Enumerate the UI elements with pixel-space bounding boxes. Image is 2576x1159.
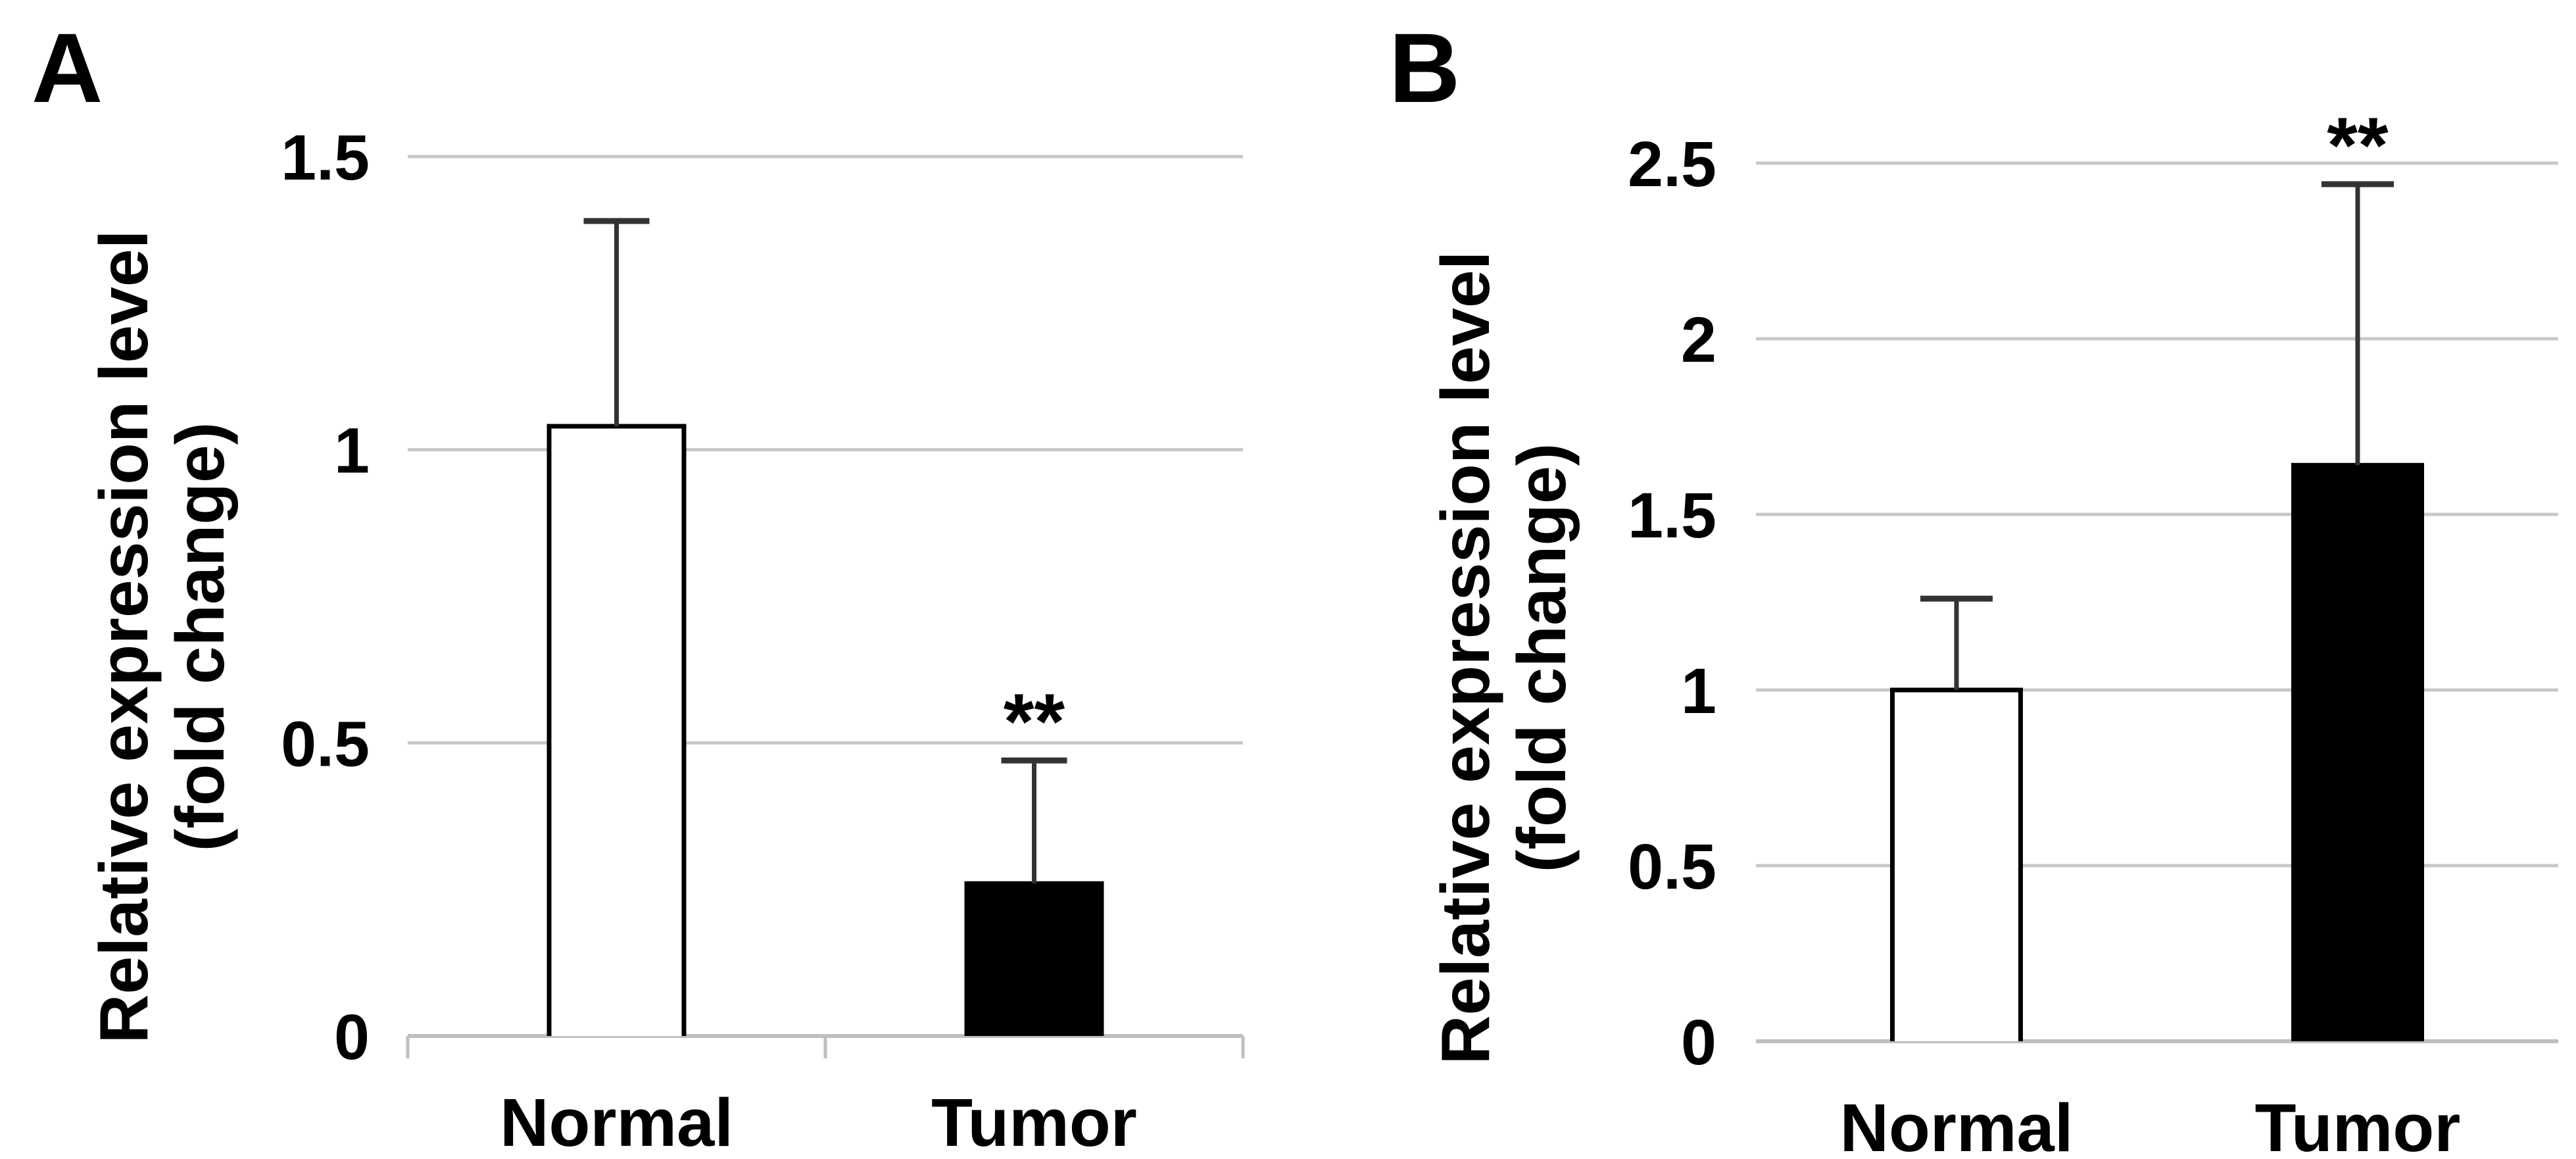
panel-a-letter: A: [32, 12, 103, 123]
panel-b-y-axis-title-line1: Relative expression level: [1428, 251, 1504, 1064]
panel-a: Normal ** Tumor 0 0.5 1 1.5 Relative expression…: [86, 122, 1245, 1159]
panel-a-category-label-normal: Normal: [500, 1085, 733, 1159]
panel-a-significance-tumor: **: [1004, 678, 1065, 766]
panel-b-bar-normal: [1892, 690, 2021, 1041]
panel-a-ytick-label-0: 0: [334, 1001, 370, 1073]
panel-b-letter: B: [1389, 12, 1461, 123]
panel-a-bar-tumor: [967, 883, 1102, 1036]
panel-b-bar-tumor: [2293, 465, 2422, 1041]
panel-a-ytick-label-0.5: 0.5: [281, 708, 370, 779]
panel-b-ytick-label-1.5: 1.5: [1628, 480, 1716, 551]
panel-b-ytick-label-0.5: 0.5: [1628, 831, 1716, 902]
panel-a-category-label-tumor: Tumor: [931, 1085, 1137, 1159]
panel-b-category-label-normal: Normal: [1840, 1090, 2074, 1159]
panel-b-significance-tumor: **: [2327, 101, 2389, 189]
panel-a-bar-normal: [549, 426, 684, 1036]
panel-b: Normal ** Tumor 0 0.5 1 1.5 2 2.5 Relative expres…: [1428, 101, 2558, 1159]
panel-b-ytick-label-1: 1: [1681, 655, 1716, 727]
panel-a-y-axis-title-line2: (fold change): [162, 422, 239, 852]
panel-b-y-axis-title-line2: (fold change): [1504, 443, 1580, 873]
panel-b-ytick-label-0: 0: [1681, 1006, 1716, 1078]
panel-b-ytick-label-2.5: 2.5: [1628, 128, 1716, 200]
panel-a-ytick-label-1: 1: [334, 415, 370, 487]
panel-b-ytick-label-2: 2: [1681, 304, 1716, 376]
panel-a-ytick-label-1.5: 1.5: [281, 122, 370, 193]
panel-b-category-label-tumor: Tumor: [2255, 1090, 2461, 1159]
panel-a-y-axis-title-line1: Relative expression level: [86, 230, 162, 1043]
